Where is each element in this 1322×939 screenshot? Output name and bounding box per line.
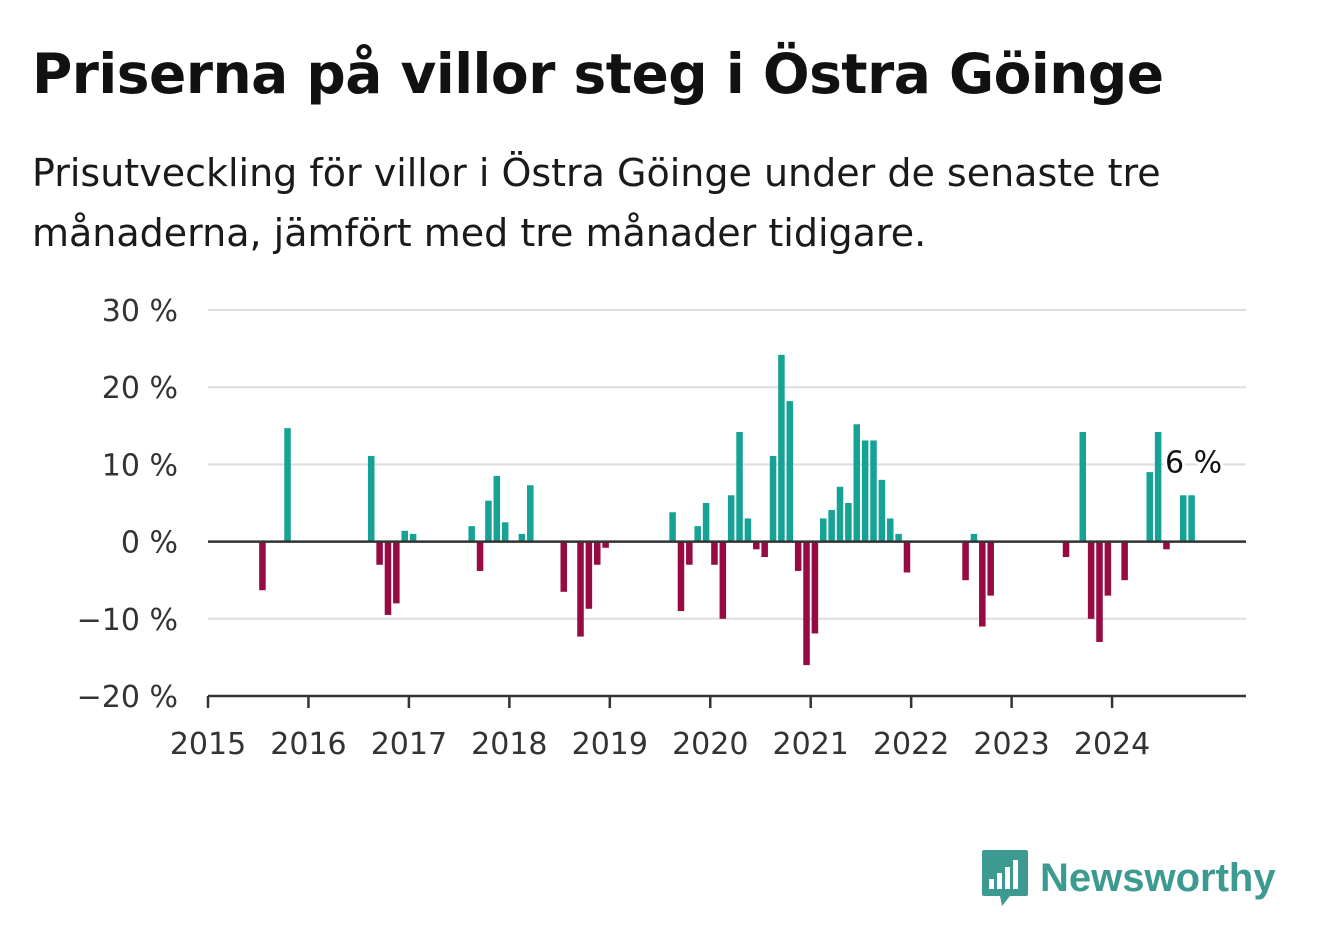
bar <box>870 440 877 542</box>
x-tick-label: 2021 <box>773 727 849 762</box>
bar <box>501 522 509 542</box>
bar <box>970 533 978 542</box>
bar <box>987 541 994 596</box>
bar <box>669 512 676 542</box>
bar <box>1096 541 1103 642</box>
y-tick-label: 0 % <box>121 526 178 561</box>
bar <box>811 541 819 634</box>
grid-lines <box>208 309 1246 620</box>
x-tick-label: 2023 <box>973 727 1049 762</box>
bar <box>367 455 375 542</box>
bar <box>861 440 869 542</box>
bar <box>476 541 484 571</box>
bar <box>803 541 810 666</box>
bar <box>828 509 835 542</box>
bar <box>602 541 609 548</box>
y-tick-label: 20 % <box>102 371 178 406</box>
bar <box>577 541 584 637</box>
bar <box>518 533 526 542</box>
x-tick-label: 2020 <box>672 727 748 762</box>
bar <box>878 479 886 542</box>
x-tick-label: 2015 <box>170 727 246 762</box>
x-tick-label: 2022 <box>873 727 949 762</box>
bar <box>786 401 794 542</box>
bar <box>778 354 785 542</box>
bar <box>485 500 492 542</box>
bar <box>853 424 861 542</box>
bar <box>979 541 986 627</box>
x-tick-label: 2024 <box>1074 727 1150 762</box>
bar <box>820 518 827 542</box>
bar <box>761 541 768 558</box>
bar <box>836 486 844 542</box>
y-tick-label: −20 % <box>77 680 178 715</box>
bar <box>895 533 902 542</box>
bar <box>384 541 392 615</box>
bar <box>769 455 777 542</box>
newsworthy-brand: Newsworthy <box>980 848 1276 908</box>
bar <box>259 541 266 591</box>
bar <box>719 541 727 619</box>
bars <box>259 354 1195 666</box>
bar <box>727 495 735 542</box>
bar <box>702 503 710 542</box>
bar <box>753 541 760 550</box>
bar <box>1188 495 1195 542</box>
y-tick-label: 10 % <box>102 448 178 483</box>
bar <box>744 518 752 542</box>
bar <box>593 541 601 565</box>
axes: 30 % 20 % 10 % 0 % −10 % −20 % 2015 2016 2017 201… <box>77 294 1246 762</box>
bar <box>686 541 693 565</box>
bar <box>401 530 408 542</box>
bar <box>736 431 743 542</box>
bar <box>1062 541 1070 558</box>
brand-name: Newsworthy <box>1040 855 1276 900</box>
bar <box>1087 541 1095 619</box>
last-value-label: 6 % <box>1165 445 1222 480</box>
bar <box>468 526 475 542</box>
chart-title: Priserna på villor steg i Östra Göinge <box>32 42 1164 106</box>
x-tick-label: 2019 <box>572 727 648 762</box>
bar-chart-logo-icon <box>982 850 1028 906</box>
bar-chart: 30 % 20 % 10 % 0 % −10 % −20 % 2015 2016 2017 201… <box>77 294 1246 762</box>
bar <box>1163 541 1170 550</box>
bar <box>962 541 969 581</box>
bar <box>393 541 400 604</box>
bar <box>794 541 802 571</box>
bar <box>1079 431 1087 542</box>
bar <box>845 503 852 542</box>
bar <box>409 533 417 542</box>
bar <box>376 541 383 565</box>
data-labels: 6 % <box>1162 442 1225 483</box>
bar <box>1121 541 1128 581</box>
bar <box>1179 495 1187 542</box>
y-tick-label: −10 % <box>77 603 178 638</box>
bar <box>585 541 593 609</box>
bar <box>886 518 894 542</box>
x-tick-label: 2016 <box>270 727 346 762</box>
bar <box>711 541 718 565</box>
bar <box>1146 472 1153 542</box>
bar <box>493 475 501 542</box>
bar <box>1104 541 1112 596</box>
bar <box>1154 431 1162 542</box>
x-tick-label: 2017 <box>371 727 447 762</box>
bar <box>560 541 568 592</box>
y-tick-label: 30 % <box>102 294 178 329</box>
x-tick-label: 2018 <box>471 727 547 762</box>
bar <box>527 485 534 542</box>
bar <box>903 541 911 573</box>
bar <box>284 428 291 542</box>
chart-subtitle: Prisutveckling för villor i Östra Göinge… <box>32 151 1161 255</box>
bar <box>677 541 685 612</box>
bar <box>694 526 701 542</box>
